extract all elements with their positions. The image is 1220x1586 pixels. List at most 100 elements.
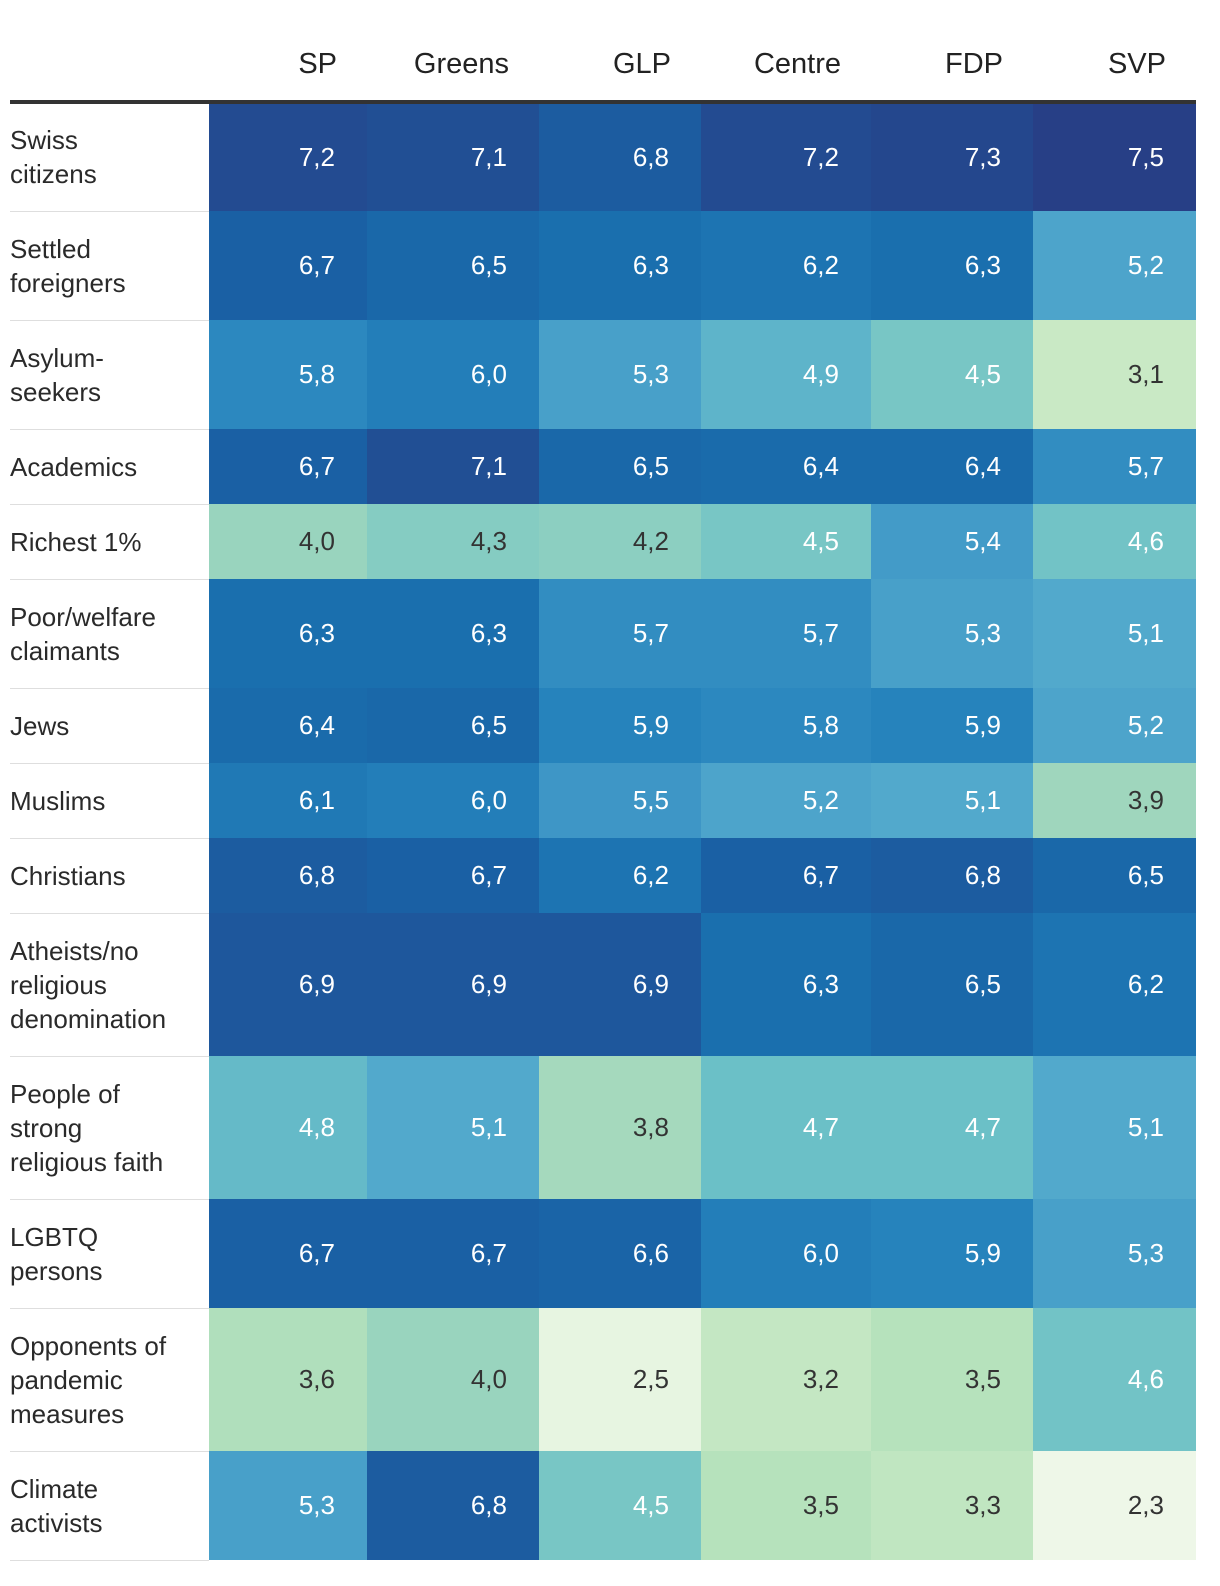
heatmap-cell-centre: 6,0 (701, 1199, 871, 1308)
column-header-sp: SP (209, 28, 367, 104)
heatmap-cell-fdp: 3,5 (871, 1308, 1033, 1451)
heatmap-cell-fdp: 3,3 (871, 1451, 1033, 1560)
heatmap-cell-centre: 5,7 (701, 579, 871, 688)
heatmap-cell-centre: 4,7 (701, 1056, 871, 1199)
table-row: Christians 6,8 6,7 6,2 6,7 6,8 6,5 (10, 838, 1196, 914)
row-label: Atheists/no religious denomination (10, 913, 209, 1057)
heatmap-cell-svp: 6,2 (1033, 913, 1196, 1056)
row-label: Muslims (10, 763, 209, 839)
heatmap-cell-greens: 5,1 (367, 1056, 539, 1199)
row-label: People of strong religious faith (10, 1056, 209, 1200)
heatmap-cell-greens: 6,7 (367, 838, 539, 913)
heatmap-cell-svp: 5,2 (1033, 211, 1196, 320)
row-label: Richest 1% (10, 504, 209, 580)
row-label-text: Muslims (10, 785, 106, 816)
row-label: Christians (10, 838, 209, 914)
heatmap-cell-glp: 6,8 (539, 102, 701, 211)
heatmap-cell-greens: 6,7 (367, 1199, 539, 1308)
heatmap-cell-fdp: 6,8 (871, 838, 1033, 913)
heatmap-cell-sp: 4,0 (209, 504, 367, 579)
heatmap-cell-glp: 6,2 (539, 838, 701, 913)
column-header-fdp: FDP (871, 28, 1033, 104)
table-row: Muslims 6,1 6,0 5,5 5,2 5,1 3,9 (10, 763, 1196, 839)
table-row: Atheists/no religious denomination 6,9 6,9… (10, 913, 1196, 1057)
row-label: Swiss citizens (10, 102, 209, 212)
heatmap-cell-sp: 7,2 (209, 102, 367, 211)
heatmap-cell-greens: 4,3 (367, 504, 539, 579)
row-label: Climate activists (10, 1451, 209, 1561)
header-row: SP Greens GLP Centre FDP SVP (10, 28, 1196, 104)
table-row: Poor/welfare claimants 6,3 6,3 5,7 5,7 5,3 5,1 (10, 579, 1196, 689)
heatmap-cell-fdp: 4,5 (871, 320, 1033, 429)
heatmap-cell-fdp: 4,7 (871, 1056, 1033, 1199)
table-row: Academics 6,7 7,1 6,5 6,4 6,4 5,7 (10, 429, 1196, 505)
heatmap-cell-glp: 6,6 (539, 1199, 701, 1308)
heatmap-cell-glp: 5,3 (539, 320, 701, 429)
table-row: Richest 1% 4,0 4,3 4,2 4,5 5,4 4,6 (10, 504, 1196, 580)
heatmap-cell-sp: 5,8 (209, 320, 367, 429)
row-label: LGBTQ persons (10, 1199, 209, 1309)
row-label: Poor/welfare claimants (10, 579, 209, 689)
row-label-text: Christians (10, 860, 126, 891)
heatmap-cell-centre: 6,7 (701, 838, 871, 913)
heatmap-cell-centre: 4,5 (701, 504, 871, 579)
heatmap-cell-svp: 3,9 (1033, 763, 1196, 838)
table-row: Climate activists 5,3 6,8 4,5 3,5 3,3 2,3 (10, 1451, 1196, 1561)
heatmap-cell-centre: 6,4 (701, 429, 871, 504)
heatmap-cell-glp: 5,7 (539, 579, 701, 688)
table-row: People of strong religious faith 4,8 5,1 3,… (10, 1056, 1196, 1200)
heatmap-cell-svp: 5,7 (1033, 429, 1196, 504)
heatmap-body: Swiss citizens 7,2 7,1 6,8 7,2 7,3 7,5 Settled … (10, 102, 1196, 1561)
column-header-svp: SVP (1033, 28, 1196, 104)
heatmap-cell-greens: 7,1 (367, 102, 539, 211)
heatmap-cell-svp: 2,3 (1033, 1451, 1196, 1560)
heatmap-cell-greens: 6,3 (367, 579, 539, 688)
heatmap-cell-fdp: 6,5 (871, 913, 1033, 1056)
heatmap-cell-sp: 6,9 (209, 913, 367, 1056)
row-label-text: Academics (10, 451, 138, 482)
heatmap-cell-sp: 5,3 (209, 1451, 367, 1560)
heatmap-cell-greens: 6,0 (367, 763, 539, 838)
row-label-text: Swiss citizens (10, 125, 97, 190)
row-label-text: People of strong religious faith (10, 1078, 164, 1177)
column-header-greens: Greens (367, 28, 539, 104)
row-label: Opponents of pandemic measures (10, 1308, 209, 1452)
heatmap-cell-sp: 6,8 (209, 838, 367, 913)
heatmap-cell-glp: 5,9 (539, 688, 701, 763)
heatmap-cell-greens: 4,0 (367, 1308, 539, 1451)
heatmap-cell-centre: 3,5 (701, 1451, 871, 1560)
table-row: Swiss citizens 7,2 7,1 6,8 7,2 7,3 7,5 (10, 102, 1196, 212)
heatmap-cell-fdp: 5,9 (871, 688, 1033, 763)
heatmap-cell-centre: 6,2 (701, 211, 871, 320)
heatmap-cell-svp: 4,6 (1033, 504, 1196, 579)
heatmap-cell-greens: 6,5 (367, 211, 539, 320)
heatmap-cell-greens: 6,9 (367, 913, 539, 1056)
row-label: Asylum-seekers (10, 320, 209, 430)
table-row: Asylum-seekers 5,8 6,0 5,3 4,9 4,5 3,1 (10, 320, 1196, 430)
row-label-text: Richest 1% (10, 526, 142, 557)
row-label-text: Jews (10, 710, 70, 741)
corner-cell (10, 28, 209, 104)
row-label-text: Asylum-seekers (10, 342, 104, 407)
table-row: LGBTQ persons 6,7 6,7 6,6 6,0 5,9 5,3 (10, 1199, 1196, 1309)
row-label: Academics (10, 429, 209, 505)
heatmap-cell-svp: 5,3 (1033, 1199, 1196, 1308)
heatmap-cell-greens: 6,8 (367, 1451, 539, 1560)
heatmap-cell-svp: 5,1 (1033, 1056, 1196, 1199)
heatmap-cell-greens: 6,5 (367, 688, 539, 763)
heatmap-cell-glp: 3,8 (539, 1056, 701, 1199)
heatmap-cell-sp: 6,3 (209, 579, 367, 688)
heatmap-cell-glp: 6,5 (539, 429, 701, 504)
heatmap-cell-fdp: 6,3 (871, 211, 1033, 320)
row-label-text: Atheists/no religious denomination (10, 935, 167, 1034)
heatmap-cell-glp: 6,9 (539, 913, 701, 1056)
heatmap-cell-sp: 3,6 (209, 1308, 367, 1451)
heatmap-cell-sp: 6,1 (209, 763, 367, 838)
table-row: Jews 6,4 6,5 5,9 5,8 5,9 5,2 (10, 688, 1196, 764)
heatmap-cell-fdp: 5,3 (871, 579, 1033, 688)
heatmap-cell-centre: 7,2 (701, 102, 871, 211)
heatmap-cell-centre: 3,2 (701, 1308, 871, 1451)
heatmap-cell-sp: 6,7 (209, 429, 367, 504)
heatmap-cell-sp: 6,7 (209, 211, 367, 320)
column-header-centre: Centre (701, 28, 871, 104)
